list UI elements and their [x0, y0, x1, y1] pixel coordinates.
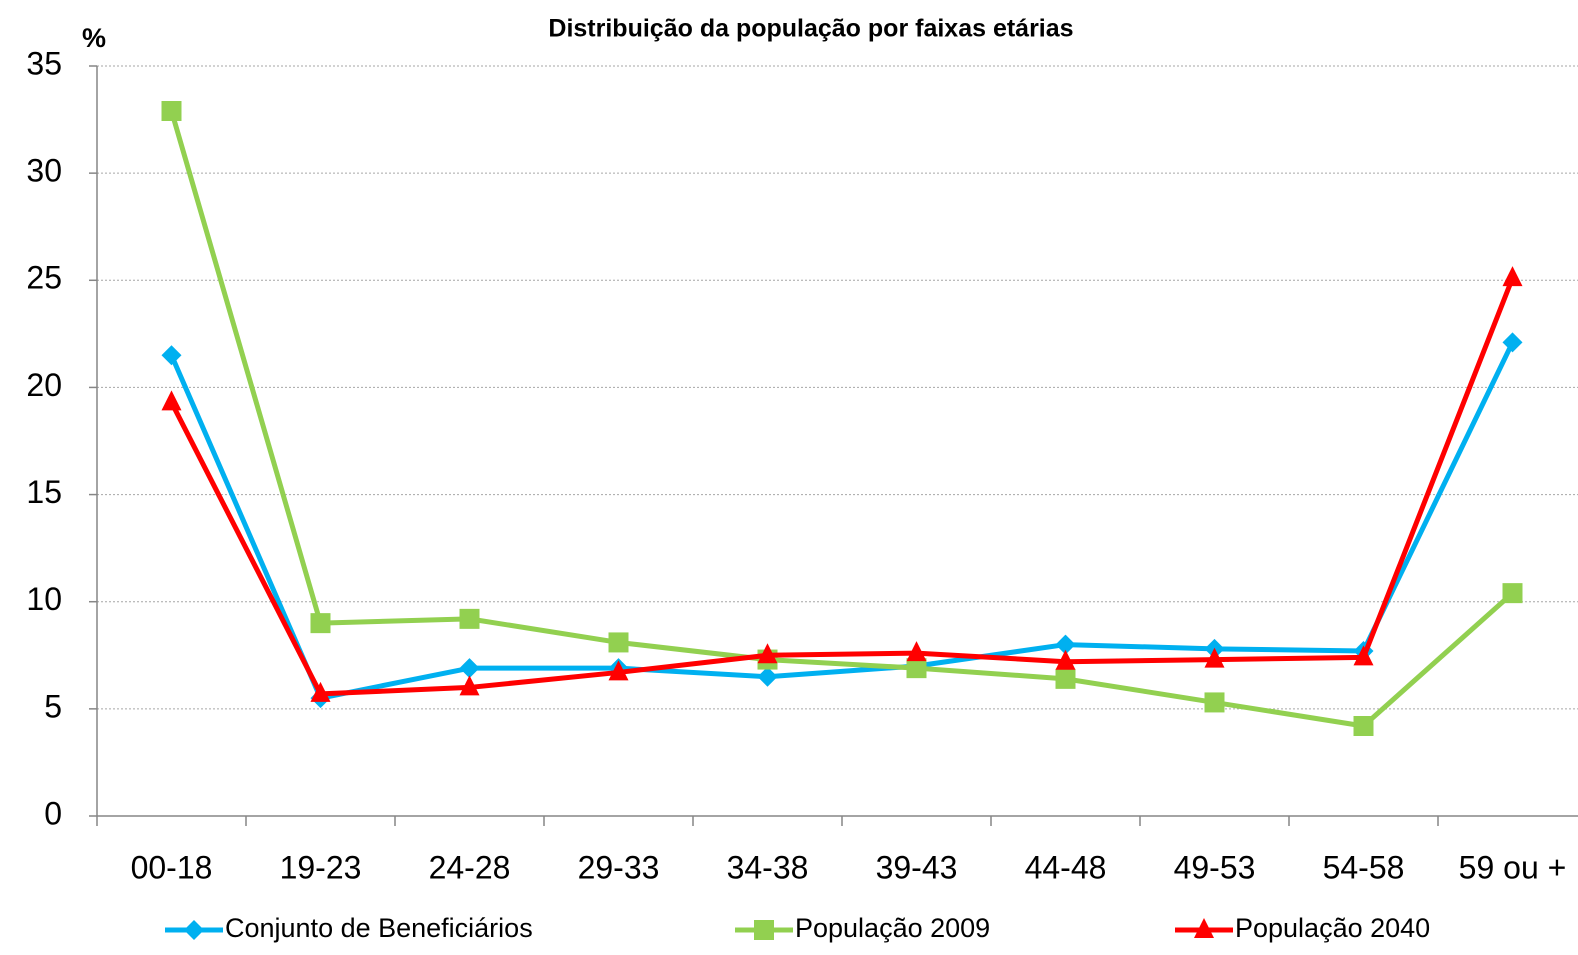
marker	[1502, 266, 1523, 287]
marker	[608, 660, 629, 681]
legend-label: População 2040	[1235, 913, 1430, 943]
marker	[754, 920, 774, 940]
x-tick-label: 29-33	[578, 849, 660, 885]
series	[161, 266, 1523, 702]
x-tick-label: 54-58	[1323, 849, 1405, 885]
chart-title: Distribuição da população por faixas etá…	[548, 15, 1073, 43]
marker	[310, 681, 331, 702]
marker	[161, 390, 182, 411]
y-tick-label: 25	[26, 260, 62, 296]
marker	[1204, 692, 1225, 713]
legend-label: População 2009	[795, 913, 990, 943]
x-tick-label: 00-18	[131, 849, 213, 885]
series-line	[169, 277, 1515, 697]
y-tick-label: 5	[44, 688, 62, 724]
marker	[757, 666, 778, 687]
marker	[310, 613, 331, 634]
x-tick-label: 34-38	[727, 849, 809, 885]
marker	[1055, 668, 1076, 689]
marker	[1055, 649, 1076, 670]
legend-label: Conjunto de Beneficiários	[225, 913, 533, 943]
series-line	[169, 341, 1515, 701]
x-tick-label: 24-28	[429, 849, 511, 885]
marker	[1353, 716, 1374, 736]
marker	[161, 101, 182, 121]
y-tick-label: 30	[26, 153, 62, 189]
marker	[757, 643, 778, 664]
marker	[184, 920, 204, 940]
marker	[608, 632, 629, 653]
marker	[1502, 332, 1523, 353]
y-tick-label: 35	[26, 45, 62, 81]
y-tick-label: 20	[26, 367, 62, 403]
y-tick-label: 15	[26, 474, 62, 510]
marker	[1502, 583, 1523, 604]
x-tick-label: 59 ou +	[1459, 849, 1567, 885]
x-tick-label: 44-48	[1025, 849, 1107, 885]
y-tick-label: 10	[26, 581, 62, 617]
marker	[1055, 634, 1076, 655]
y-axis-label: %	[82, 23, 106, 53]
marker	[459, 608, 480, 629]
x-tick-label: 19-23	[280, 849, 362, 885]
x-tick-label: 49-53	[1174, 849, 1256, 885]
marker	[906, 658, 927, 679]
marker	[1194, 918, 1214, 938]
series-line	[169, 110, 1515, 729]
x-tick-label: 39-43	[876, 849, 958, 885]
marker	[459, 658, 480, 679]
marker	[161, 345, 182, 366]
y-tick-label: 0	[44, 795, 62, 831]
series	[161, 101, 1523, 736]
marker	[1353, 645, 1374, 666]
marker	[1204, 647, 1225, 668]
marker	[906, 641, 927, 662]
marker	[459, 675, 480, 696]
